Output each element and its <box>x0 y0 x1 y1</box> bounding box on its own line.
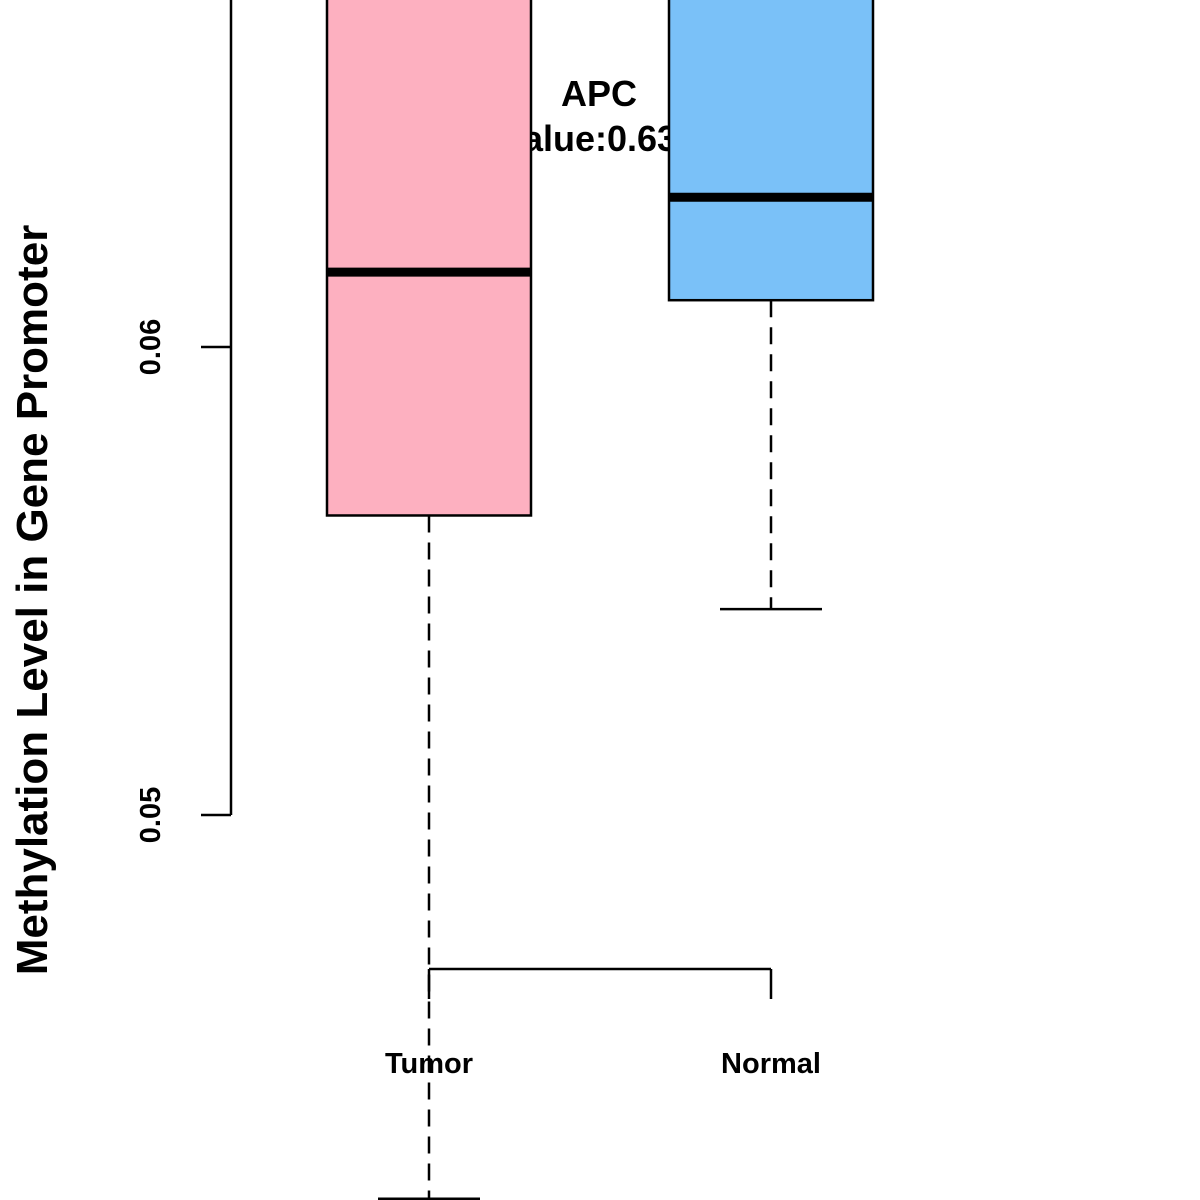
chart-marks: 0.050.060.070.08TumorNormal <box>135 0 875 1200</box>
chart-title: APC <box>561 73 637 114</box>
y-tick-label: 0.05 <box>135 787 167 843</box>
y-tick-label: 0.06 <box>135 319 167 375</box>
box-tumor <box>325 0 533 517</box>
x-tick-label: Normal <box>721 1048 821 1080</box>
y-axis-label: Methylation Level in Gene Promoter <box>8 225 57 976</box>
box-normal <box>667 0 875 302</box>
